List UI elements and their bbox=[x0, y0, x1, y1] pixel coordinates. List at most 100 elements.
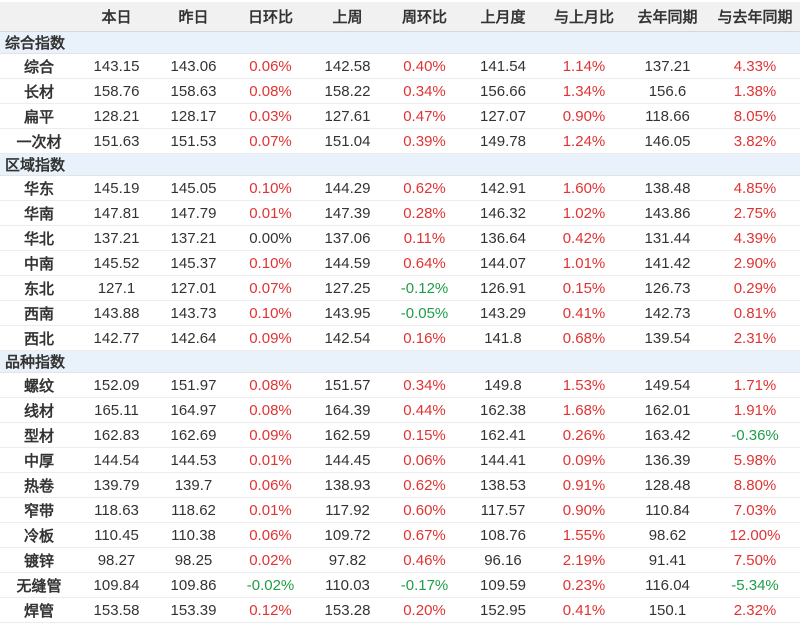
value-cell: 138.93 bbox=[309, 472, 386, 498]
value-cell: 143.95 bbox=[309, 300, 386, 326]
table-row: 型材 162.83 162.69 0.09% 162.59 0.15% 162.41 0.26… bbox=[0, 422, 800, 448]
value-cell: 127.1 bbox=[78, 275, 155, 301]
value-cell: 109.72 bbox=[309, 522, 386, 548]
row-label: 一次材 bbox=[0, 128, 78, 154]
percent-cell: 0.20% bbox=[386, 597, 463, 623]
percent-cell: 0.39% bbox=[386, 128, 463, 154]
col-header-last-month: 上月度 bbox=[463, 2, 543, 32]
percent-cell: 0.68% bbox=[543, 325, 625, 351]
percent-cell: 0.08% bbox=[232, 372, 309, 398]
percent-cell: 0.62% bbox=[386, 472, 463, 498]
percent-cell: 0.91% bbox=[543, 472, 625, 498]
value-cell: 158.63 bbox=[155, 78, 232, 104]
section-row: 综合指数 bbox=[0, 31, 800, 54]
percent-cell: -0.12% bbox=[386, 275, 463, 301]
percent-cell: 0.09% bbox=[232, 325, 309, 351]
value-cell: 153.28 bbox=[309, 597, 386, 623]
value-cell: 158.76 bbox=[78, 78, 155, 104]
percent-cell: 0.15% bbox=[543, 275, 625, 301]
section-title: 品种指数 bbox=[0, 350, 800, 373]
value-cell: 136.64 bbox=[463, 225, 543, 251]
percent-cell: 1.53% bbox=[543, 372, 625, 398]
table-row: 焊管 153.58 153.39 0.12% 153.28 0.20% 152.95 0.41… bbox=[0, 597, 800, 623]
value-cell: 147.81 bbox=[78, 200, 155, 226]
value-cell: 162.69 bbox=[155, 422, 232, 448]
value-cell: 153.39 bbox=[155, 597, 232, 623]
value-cell: 144.07 bbox=[463, 250, 543, 276]
table-row: 西北 142.77 142.64 0.09% 142.54 0.16% 141.8 0.68%… bbox=[0, 325, 800, 351]
table-row: 华东 145.19 145.05 0.10% 144.29 0.62% 142.91 1.60… bbox=[0, 175, 800, 201]
value-cell: 146.05 bbox=[625, 128, 710, 154]
row-label: 型材 bbox=[0, 422, 78, 448]
value-cell: 156.6 bbox=[625, 78, 710, 104]
table-row: 热卷 139.79 139.7 0.06% 138.93 0.62% 138.53 0.91%… bbox=[0, 472, 800, 498]
percent-cell: 0.01% bbox=[232, 497, 309, 523]
row-label: 中厚 bbox=[0, 447, 78, 473]
value-cell: 127.01 bbox=[155, 275, 232, 301]
section-title: 综合指数 bbox=[0, 31, 800, 54]
value-cell: 142.77 bbox=[78, 325, 155, 351]
percent-cell: 0.40% bbox=[386, 53, 463, 79]
percent-cell: 0.01% bbox=[232, 200, 309, 226]
value-cell: 126.91 bbox=[463, 275, 543, 301]
percent-cell: 0.06% bbox=[386, 447, 463, 473]
value-cell: 131.44 bbox=[625, 225, 710, 251]
percent-cell: 7.03% bbox=[710, 497, 800, 523]
value-cell: 141.42 bbox=[625, 250, 710, 276]
value-cell: 142.91 bbox=[463, 175, 543, 201]
value-cell: 162.41 bbox=[463, 422, 543, 448]
row-label: 螺纹 bbox=[0, 372, 78, 398]
value-cell: 141.8 bbox=[463, 325, 543, 351]
value-cell: 164.97 bbox=[155, 397, 232, 423]
percent-cell: 0.07% bbox=[232, 128, 309, 154]
value-cell: 144.45 bbox=[309, 447, 386, 473]
value-cell: 118.63 bbox=[78, 497, 155, 523]
table-row: 无缝管 109.84 109.86 -0.02% 110.03 -0.17% 109.59 0… bbox=[0, 572, 800, 598]
row-label: 镀锌 bbox=[0, 547, 78, 573]
value-cell: 143.73 bbox=[155, 300, 232, 326]
table-row: 华北 137.21 137.21 0.00% 137.06 0.11% 136.64 0.42… bbox=[0, 225, 800, 251]
value-cell: 147.39 bbox=[309, 200, 386, 226]
percent-cell: 2.31% bbox=[710, 325, 800, 351]
value-cell: 117.57 bbox=[463, 497, 543, 523]
value-cell: 152.95 bbox=[463, 597, 543, 623]
value-cell: 110.45 bbox=[78, 522, 155, 548]
table-row: 综合 143.15 143.06 0.06% 142.58 0.40% 141.54 1.14… bbox=[0, 53, 800, 79]
value-cell: 142.73 bbox=[625, 300, 710, 326]
value-cell: 127.25 bbox=[309, 275, 386, 301]
row-label: 线材 bbox=[0, 397, 78, 423]
value-cell: 165.11 bbox=[78, 397, 155, 423]
value-cell: 98.62 bbox=[625, 522, 710, 548]
percent-cell: 8.05% bbox=[710, 103, 800, 129]
percent-cell: 0.81% bbox=[710, 300, 800, 326]
value-cell: 147.79 bbox=[155, 200, 232, 226]
value-cell: 149.78 bbox=[463, 128, 543, 154]
value-cell: 137.21 bbox=[78, 225, 155, 251]
value-cell: 141.54 bbox=[463, 53, 543, 79]
table-row: 中南 145.52 145.37 0.10% 144.59 0.64% 144.07 1.01… bbox=[0, 250, 800, 276]
percent-cell: -0.05% bbox=[386, 300, 463, 326]
table-row: 线材 165.11 164.97 0.08% 164.39 0.44% 162.38 1.68… bbox=[0, 397, 800, 423]
table-row: 扁平 128.21 128.17 0.03% 127.61 0.47% 127.07 0.90… bbox=[0, 103, 800, 129]
value-cell: 118.66 bbox=[625, 103, 710, 129]
table-row: 窄带 118.63 118.62 0.01% 117.92 0.60% 117.57 0.90… bbox=[0, 497, 800, 523]
percent-cell: 0.07% bbox=[232, 275, 309, 301]
table-row: 西南 143.88 143.73 0.10% 143.95 -0.05% 143.29 0.4… bbox=[0, 300, 800, 326]
col-header-vs-last-year: 与去年同期 bbox=[710, 2, 800, 32]
percent-cell: 0.29% bbox=[710, 275, 800, 301]
percent-cell: 2.32% bbox=[710, 597, 800, 623]
section-row: 区域指数 bbox=[0, 153, 800, 176]
percent-cell: 2.90% bbox=[710, 250, 800, 276]
row-label: 扁平 bbox=[0, 103, 78, 129]
value-cell: 144.54 bbox=[78, 447, 155, 473]
value-cell: 139.54 bbox=[625, 325, 710, 351]
percent-cell: 8.80% bbox=[710, 472, 800, 498]
row-label: 热卷 bbox=[0, 472, 78, 498]
percent-cell: 0.62% bbox=[386, 175, 463, 201]
table-row: 华南 147.81 147.79 0.01% 147.39 0.28% 146.32 1.02… bbox=[0, 200, 800, 226]
value-cell: 128.48 bbox=[625, 472, 710, 498]
percent-cell: 0.67% bbox=[386, 522, 463, 548]
value-cell: 164.39 bbox=[309, 397, 386, 423]
value-cell: 146.32 bbox=[463, 200, 543, 226]
table-body: 综合指数 综合 143.15 143.06 0.06% 142.58 0.40% 141.54… bbox=[0, 31, 800, 623]
